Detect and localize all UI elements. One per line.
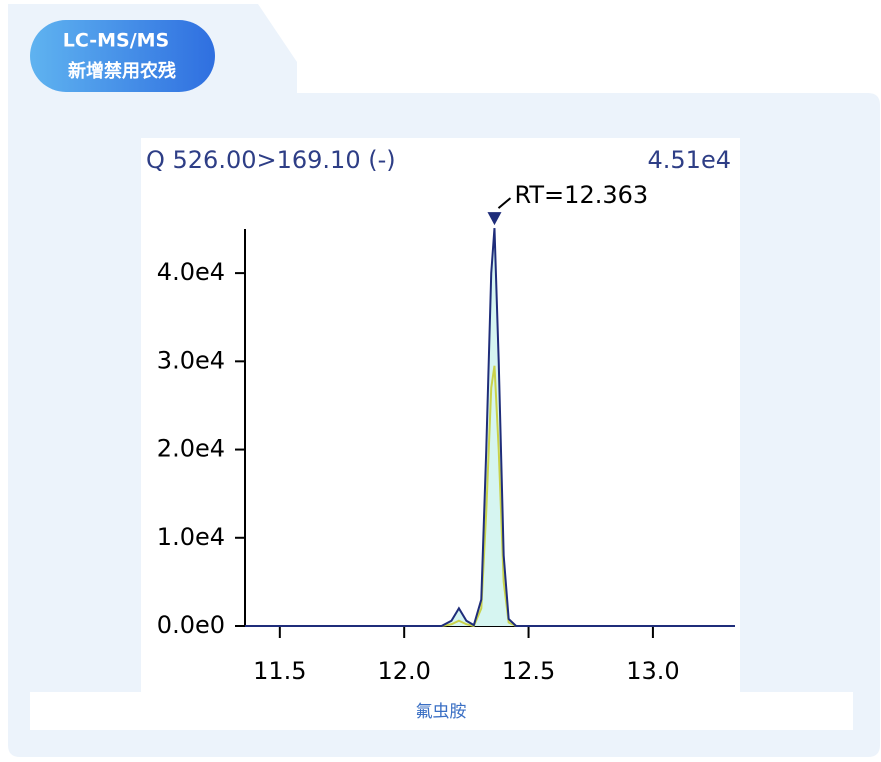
caption-bg (30, 692, 853, 730)
y-tick-label: 4.0e4 (157, 258, 225, 286)
x-tick-label: 13.0 (626, 657, 679, 685)
chart-title: Q 526.00>169.10 (-) (146, 146, 396, 174)
max-label: 4.51e4 (648, 146, 731, 174)
line (245, 228, 735, 627)
x-tick-label: 12.5 (502, 657, 555, 685)
badge-line: LC-MS/MS (63, 30, 170, 52)
caption: 氟虫胺 (416, 702, 467, 722)
y-tick-label: 3.0e4 (157, 346, 225, 374)
y-tick-label: 0.0e0 (157, 611, 225, 639)
y-tick-label: 1.0e4 (157, 523, 225, 551)
peak-leader (497, 197, 512, 209)
peak-marker (487, 212, 502, 226)
badge (30, 20, 215, 92)
peak-label: RT=12.363 (514, 181, 648, 209)
chart-bg (141, 138, 740, 692)
x-tick-label: 12.0 (377, 657, 430, 685)
y-tick-label: 2.0e4 (157, 435, 225, 463)
x-tick-label: 11.5 (253, 657, 306, 685)
badge-line: 新增禁用农残 (68, 60, 176, 82)
plot: 0.0e0 1.0e4 2.0e4 3.0e4 4.0e4 11.5 12.0 12.5 13.… (157, 181, 735, 685)
